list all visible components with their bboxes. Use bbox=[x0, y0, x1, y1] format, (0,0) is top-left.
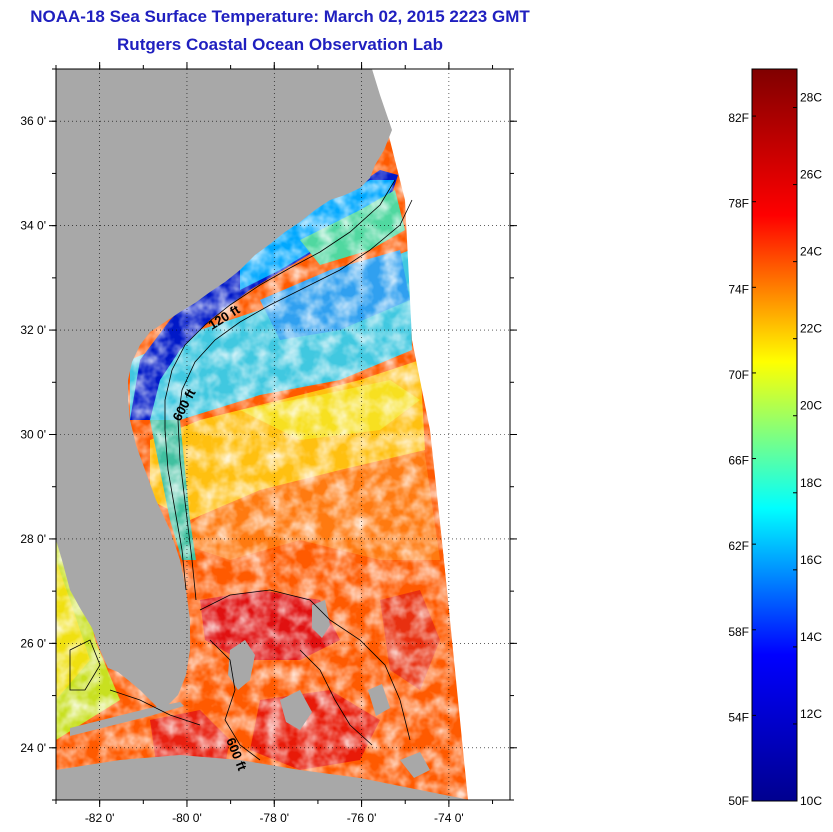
colorbar-celsius-label: 24C bbox=[800, 245, 822, 259]
colorbar-celsius-label: 10C bbox=[800, 794, 822, 808]
map-title: NOAA-18 Sea Surface Temperature: March 0… bbox=[30, 7, 530, 26]
colorbar-fahrenheit-label: 54F bbox=[728, 710, 749, 724]
colorbar-celsius-label: 16C bbox=[800, 553, 822, 567]
y-tick-label: 36 0' bbox=[20, 114, 46, 128]
colorbar-fahrenheit-label: 58F bbox=[728, 625, 749, 639]
colorbar-fahrenheit-label: 62F bbox=[728, 539, 749, 553]
colorbar-fahrenheit-ticks: 50F 54F 58F 62F 66F 70F 74F 78F 82F bbox=[728, 111, 756, 808]
isobaths bbox=[69, 179, 413, 761]
x-tick-label: -74 0' bbox=[434, 811, 464, 825]
colorbar-celsius-label: 14C bbox=[800, 630, 822, 644]
colorbar-fahrenheit-label: 78F bbox=[728, 197, 749, 211]
x-tick-label: -76 0' bbox=[347, 811, 377, 825]
colorbar-celsius-label: 20C bbox=[800, 399, 822, 413]
colorbar-fahrenheit-label: 66F bbox=[728, 454, 749, 468]
colorbar-celsius-label: 22C bbox=[800, 322, 822, 336]
colorbar-fahrenheit-label: 50F bbox=[728, 794, 749, 808]
colorbar-celsius-label: 12C bbox=[800, 707, 822, 721]
x-tick-label: -78 0' bbox=[259, 811, 289, 825]
colorbar-fahrenheit-label: 82F bbox=[728, 111, 749, 125]
y-tick-label: 26 0' bbox=[20, 636, 46, 650]
colorbar-celsius-label: 18C bbox=[800, 476, 822, 490]
x-tick-label: -82 0' bbox=[85, 811, 115, 825]
y-axis: 36 0' 34 0' 32 0' 30 0' 28 0' 26 0' 24 0' bbox=[20, 68, 517, 801]
colorbar-celsius-label: 26C bbox=[800, 168, 822, 182]
colorbar-gradient bbox=[751, 68, 798, 802]
x-axis: -82 0' -80 0' -78 0' -76 0' -74 0' bbox=[55, 62, 494, 825]
colorbar-celsius-label: 28C bbox=[800, 91, 822, 105]
y-tick-label: 32 0' bbox=[20, 323, 46, 337]
y-tick-label: 34 0' bbox=[20, 219, 46, 233]
colorbar-fahrenheit-label: 70F bbox=[728, 368, 749, 382]
y-tick-label: 28 0' bbox=[20, 532, 46, 546]
colorbar-celsius-ticks: 10C 12C 14C 16C 18C 20C 22C 24C 26C 28C bbox=[793, 91, 822, 808]
x-tick-label: -80 0' bbox=[172, 811, 202, 825]
colorbar-fahrenheit-label: 74F bbox=[728, 282, 749, 296]
y-tick-label: 30 0' bbox=[20, 428, 46, 442]
y-tick-label: 24 0' bbox=[20, 741, 46, 755]
land bbox=[56, 69, 470, 800]
map-subtitle: Rutgers Coastal Ocean Observation Lab bbox=[117, 35, 443, 54]
